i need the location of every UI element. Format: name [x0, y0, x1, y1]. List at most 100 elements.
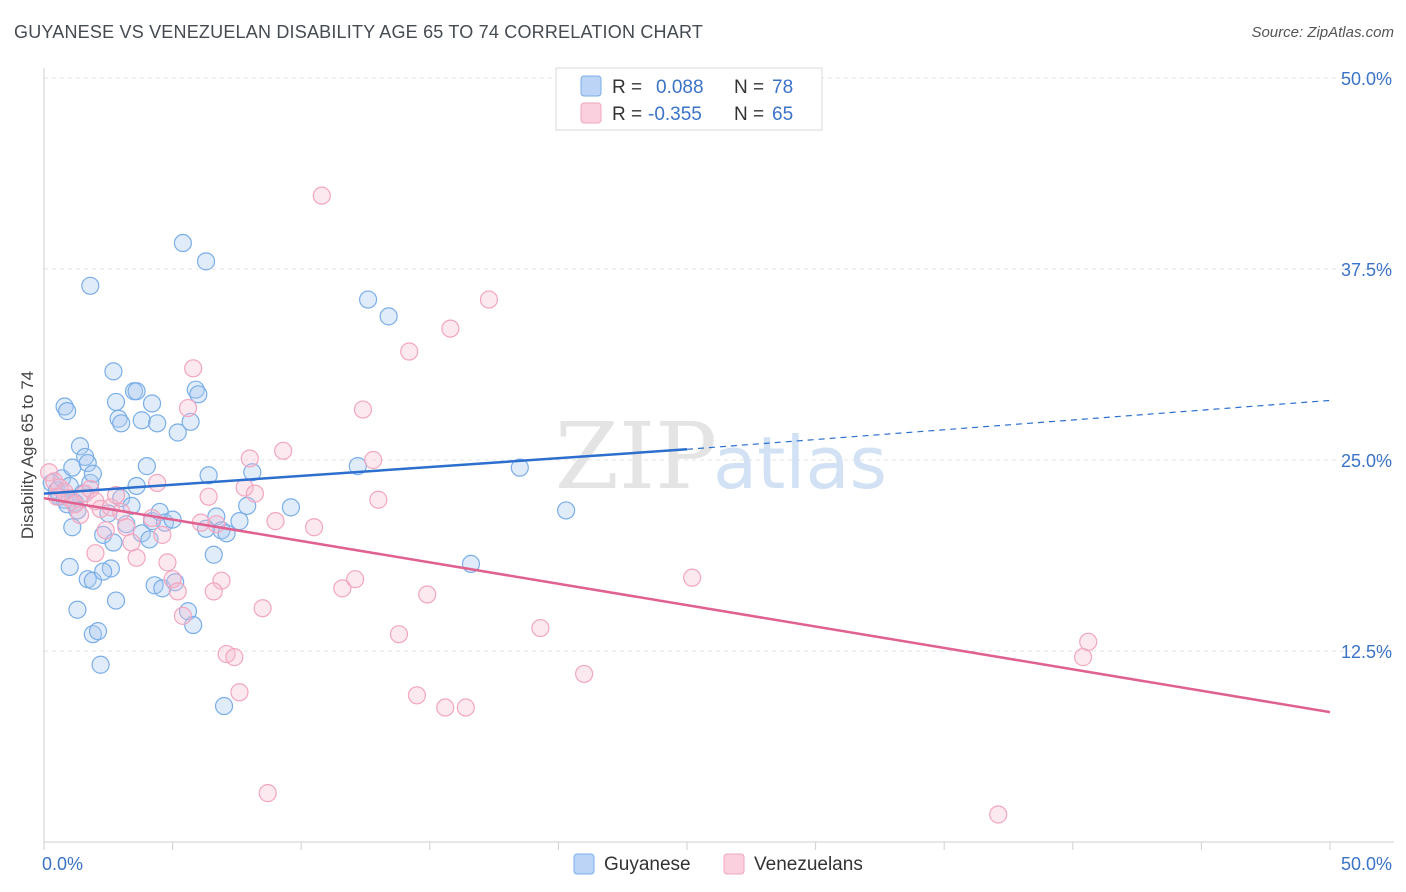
venezuelan-point-46 [346, 570, 365, 589]
venezuelan-point-56 [456, 698, 475, 717]
legend-r-value-2: -0.355 [648, 104, 702, 125]
guyanese-point-9 [58, 402, 77, 421]
venezuelan-point-57 [479, 290, 499, 309]
guyanese-point-37 [127, 382, 146, 401]
venezuelan-point-44 [312, 186, 331, 205]
guyanese-point-34 [106, 392, 126, 412]
guyanese-point-20 [68, 600, 87, 619]
venezuelan-point-41 [266, 512, 285, 531]
trend-lines [43, 399, 1331, 714]
venezuelan-point-24 [168, 582, 187, 601]
venezuelan-point-0 [40, 463, 59, 482]
venezuelan-point-21 [153, 525, 172, 544]
bottom-swatch-venezuelan [723, 853, 745, 875]
guyanese-point-19 [60, 557, 79, 577]
guyanese-point-33 [104, 362, 123, 381]
bottom-swatch-guyanese [573, 853, 595, 875]
venezuelan-point-39 [253, 599, 272, 618]
legend-swatch-venezuelan [580, 102, 602, 124]
guyanese-point-47 [181, 412, 200, 431]
chart-title: GUYANESE VS VENEZUELAN DISABILITY AGE 65… [14, 22, 704, 42]
legend-r-label-2: R = [612, 104, 642, 125]
venezuelan-point-18 [86, 544, 105, 563]
legend-n-label-1: N = [734, 77, 764, 98]
venezuelan-point-25 [173, 606, 192, 625]
venezuelan-point-16 [122, 533, 141, 552]
venezuelan-point-50 [389, 625, 409, 644]
guyanese-point-29 [83, 571, 102, 590]
guyanese-point-32 [81, 276, 100, 295]
venezuelan-point-37 [240, 449, 259, 468]
bottom-legend: Guyanese Venezuelans [573, 853, 863, 875]
venezuelan-point-54 [436, 698, 455, 717]
venezuelan-point-38 [245, 484, 265, 503]
guyanese-point-74 [348, 457, 367, 476]
x-tick-label-1: 50.0% [1341, 854, 1392, 874]
top-legend: R = 0.088 N = 78 R = -0.355 N = 65 [555, 67, 823, 131]
venezuelan-point-59 [575, 664, 594, 684]
legend-n-value-2: 65 [772, 104, 793, 125]
guyanese-point-21 [83, 625, 102, 644]
y-tick-label-0: 12.5% [1341, 642, 1392, 662]
venezuelan-point-20 [148, 473, 167, 493]
guyanese-point-43 [173, 233, 192, 253]
legend-swatch-guyanese [580, 75, 602, 97]
guyanese-point-48 [137, 457, 156, 476]
guyanese-point-14 [83, 464, 102, 483]
legend-n-value-1: 78 [772, 77, 793, 98]
guyanese-point-38 [112, 414, 131, 433]
guyanese-point-44 [196, 252, 216, 271]
source-label: Source: ZipAtlas.com [1251, 24, 1394, 41]
guyanese-point-80 [214, 696, 234, 716]
bottom-legend-venezuelans: Venezuelans [754, 854, 863, 875]
venezuelan-point-32 [204, 582, 223, 601]
venezuelan-point-17 [127, 548, 146, 567]
venezuelan-point-40 [258, 784, 277, 803]
venezuelan-point-51 [400, 342, 419, 361]
venezuelan-point-6 [70, 505, 90, 525]
guyanese-point-50 [112, 489, 131, 508]
y-tick-labels: 12.5% 25.0% 37.5% 50.0% [1341, 69, 1392, 662]
venezuelan-point-58 [531, 618, 550, 638]
venezuelan-points [40, 186, 1098, 824]
venezuelan-point-11 [96, 521, 115, 540]
guyanese-point-72 [199, 466, 218, 485]
venezuelan-point-60 [683, 568, 702, 587]
venezuelan-point-47 [353, 400, 373, 419]
watermark-atlas: atlas [713, 421, 887, 505]
guyanese-point-73 [281, 498, 301, 517]
axes [43, 68, 1394, 850]
venezuelan-point-30 [207, 515, 226, 534]
guyanese-trend-line [43, 448, 688, 495]
bottom-legend-guyanese: Guyanese [604, 854, 691, 875]
venezuelan-point-49 [369, 490, 388, 509]
venezuelan-point-45 [333, 579, 352, 598]
guyanese-trend-extension [686, 399, 1331, 450]
legend-r-label-1: R = [612, 77, 642, 98]
venezuelan-point-53 [418, 585, 437, 604]
venezuelan-point-35 [230, 683, 249, 702]
venezuelan-point-55 [441, 319, 460, 338]
grid-lines [44, 77, 1394, 652]
guyanese-point-68 [204, 545, 223, 564]
venezuelan-point-43 [304, 518, 324, 537]
venezuelan-point-34 [225, 648, 244, 667]
guyanese-point-12 [78, 453, 97, 473]
venezuelan-point-61 [1073, 648, 1093, 667]
guyanese-point-78 [510, 458, 529, 477]
venezuelan-point-42 [274, 441, 293, 460]
guyanese-point-46 [189, 385, 208, 404]
venezuelan-point-62 [1079, 632, 1098, 651]
venezuelan-point-27 [184, 359, 203, 378]
venezuelan-point-15 [117, 518, 136, 537]
venezuelan-point-48 [364, 450, 383, 470]
guyanese-point-31 [106, 591, 126, 610]
venezuelan-point-13 [106, 486, 126, 505]
guyanese-point-63 [184, 615, 203, 635]
guyanese-point-42 [168, 423, 187, 442]
x-tick-labels: 0.0% 50.0% [42, 854, 1392, 874]
guyanese-point-64 [207, 507, 226, 526]
venezuelan-point-22 [158, 553, 177, 572]
guyanese-point-30 [94, 562, 113, 581]
